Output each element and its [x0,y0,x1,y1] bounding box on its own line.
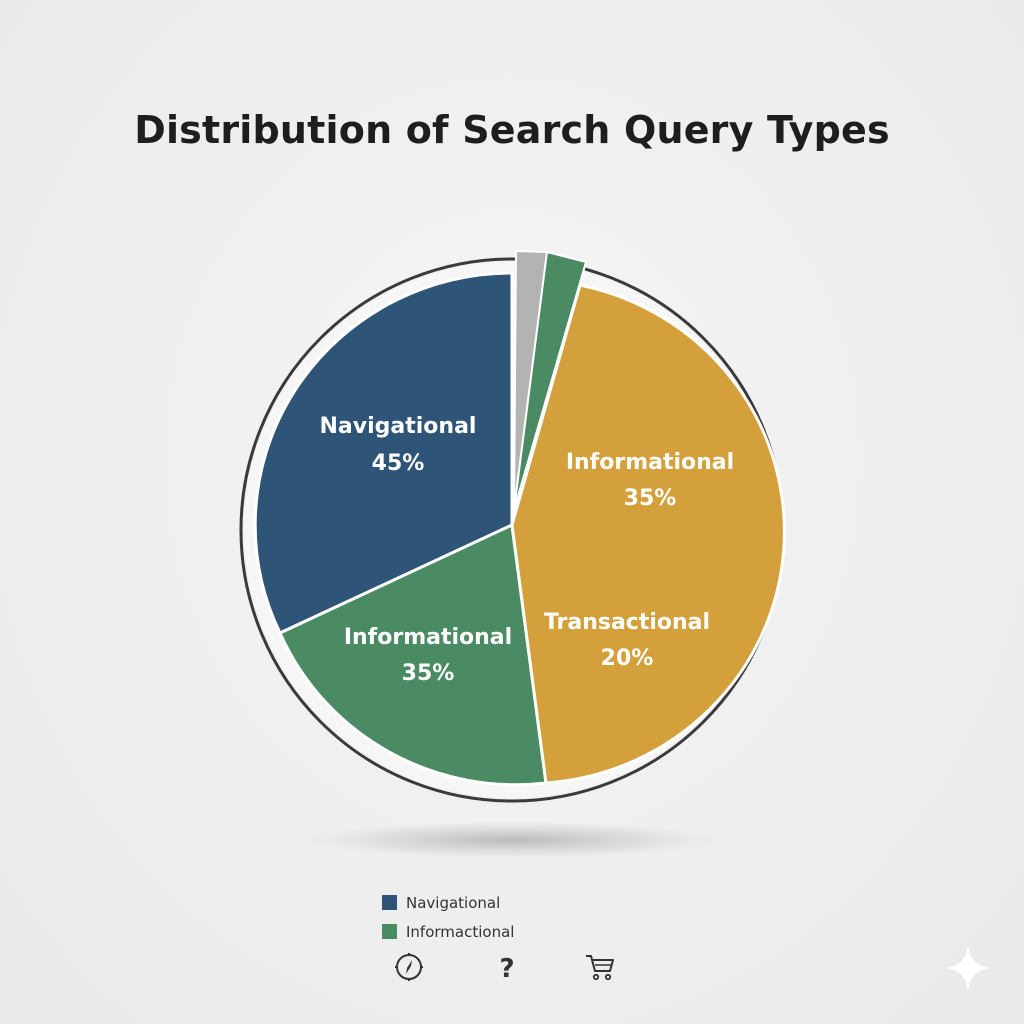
legend-swatch-informational [382,924,397,939]
slice-label-informational-right: Informational [566,450,734,475]
slice-value-informational-right: 35% [624,486,677,511]
legend-label-navigational: Navigational [406,893,501,912]
pie-slice-other-green [513,251,587,511]
pie-slice-informational-transactional [510,283,786,785]
slice-label-navigational: Navigational [320,414,477,439]
legend-label-informational: Informactional [406,922,515,941]
query-type-icons: ? [0,950,1024,984]
question-mark-icon: ? [499,954,514,984]
slice-label-transactional: Transactional [544,610,710,635]
chart-title: Distribution of Search Query Types [134,108,890,152]
shopping-cart-icon [586,955,614,981]
legend-item-navigational: Navigational [382,888,514,917]
legend-swatch-navigational [382,895,397,910]
slice-value-transactional: 20% [601,646,654,671]
pie-shadow [287,820,737,860]
sparkle-watermark-icon [944,944,992,992]
chart-legend: Navigational Informactional [382,888,514,946]
pie-slice-informational-green [278,523,548,787]
compass-icon [395,953,423,981]
slice-value-informational-left: 35% [402,661,455,686]
pie-slice-navigational [253,271,514,635]
svg-text:?: ? [499,954,514,984]
slice-value-navigational: 45% [372,451,425,476]
slice-label-informational-left: Informational [344,625,512,650]
legend-item-informational: Informactional [382,917,514,946]
